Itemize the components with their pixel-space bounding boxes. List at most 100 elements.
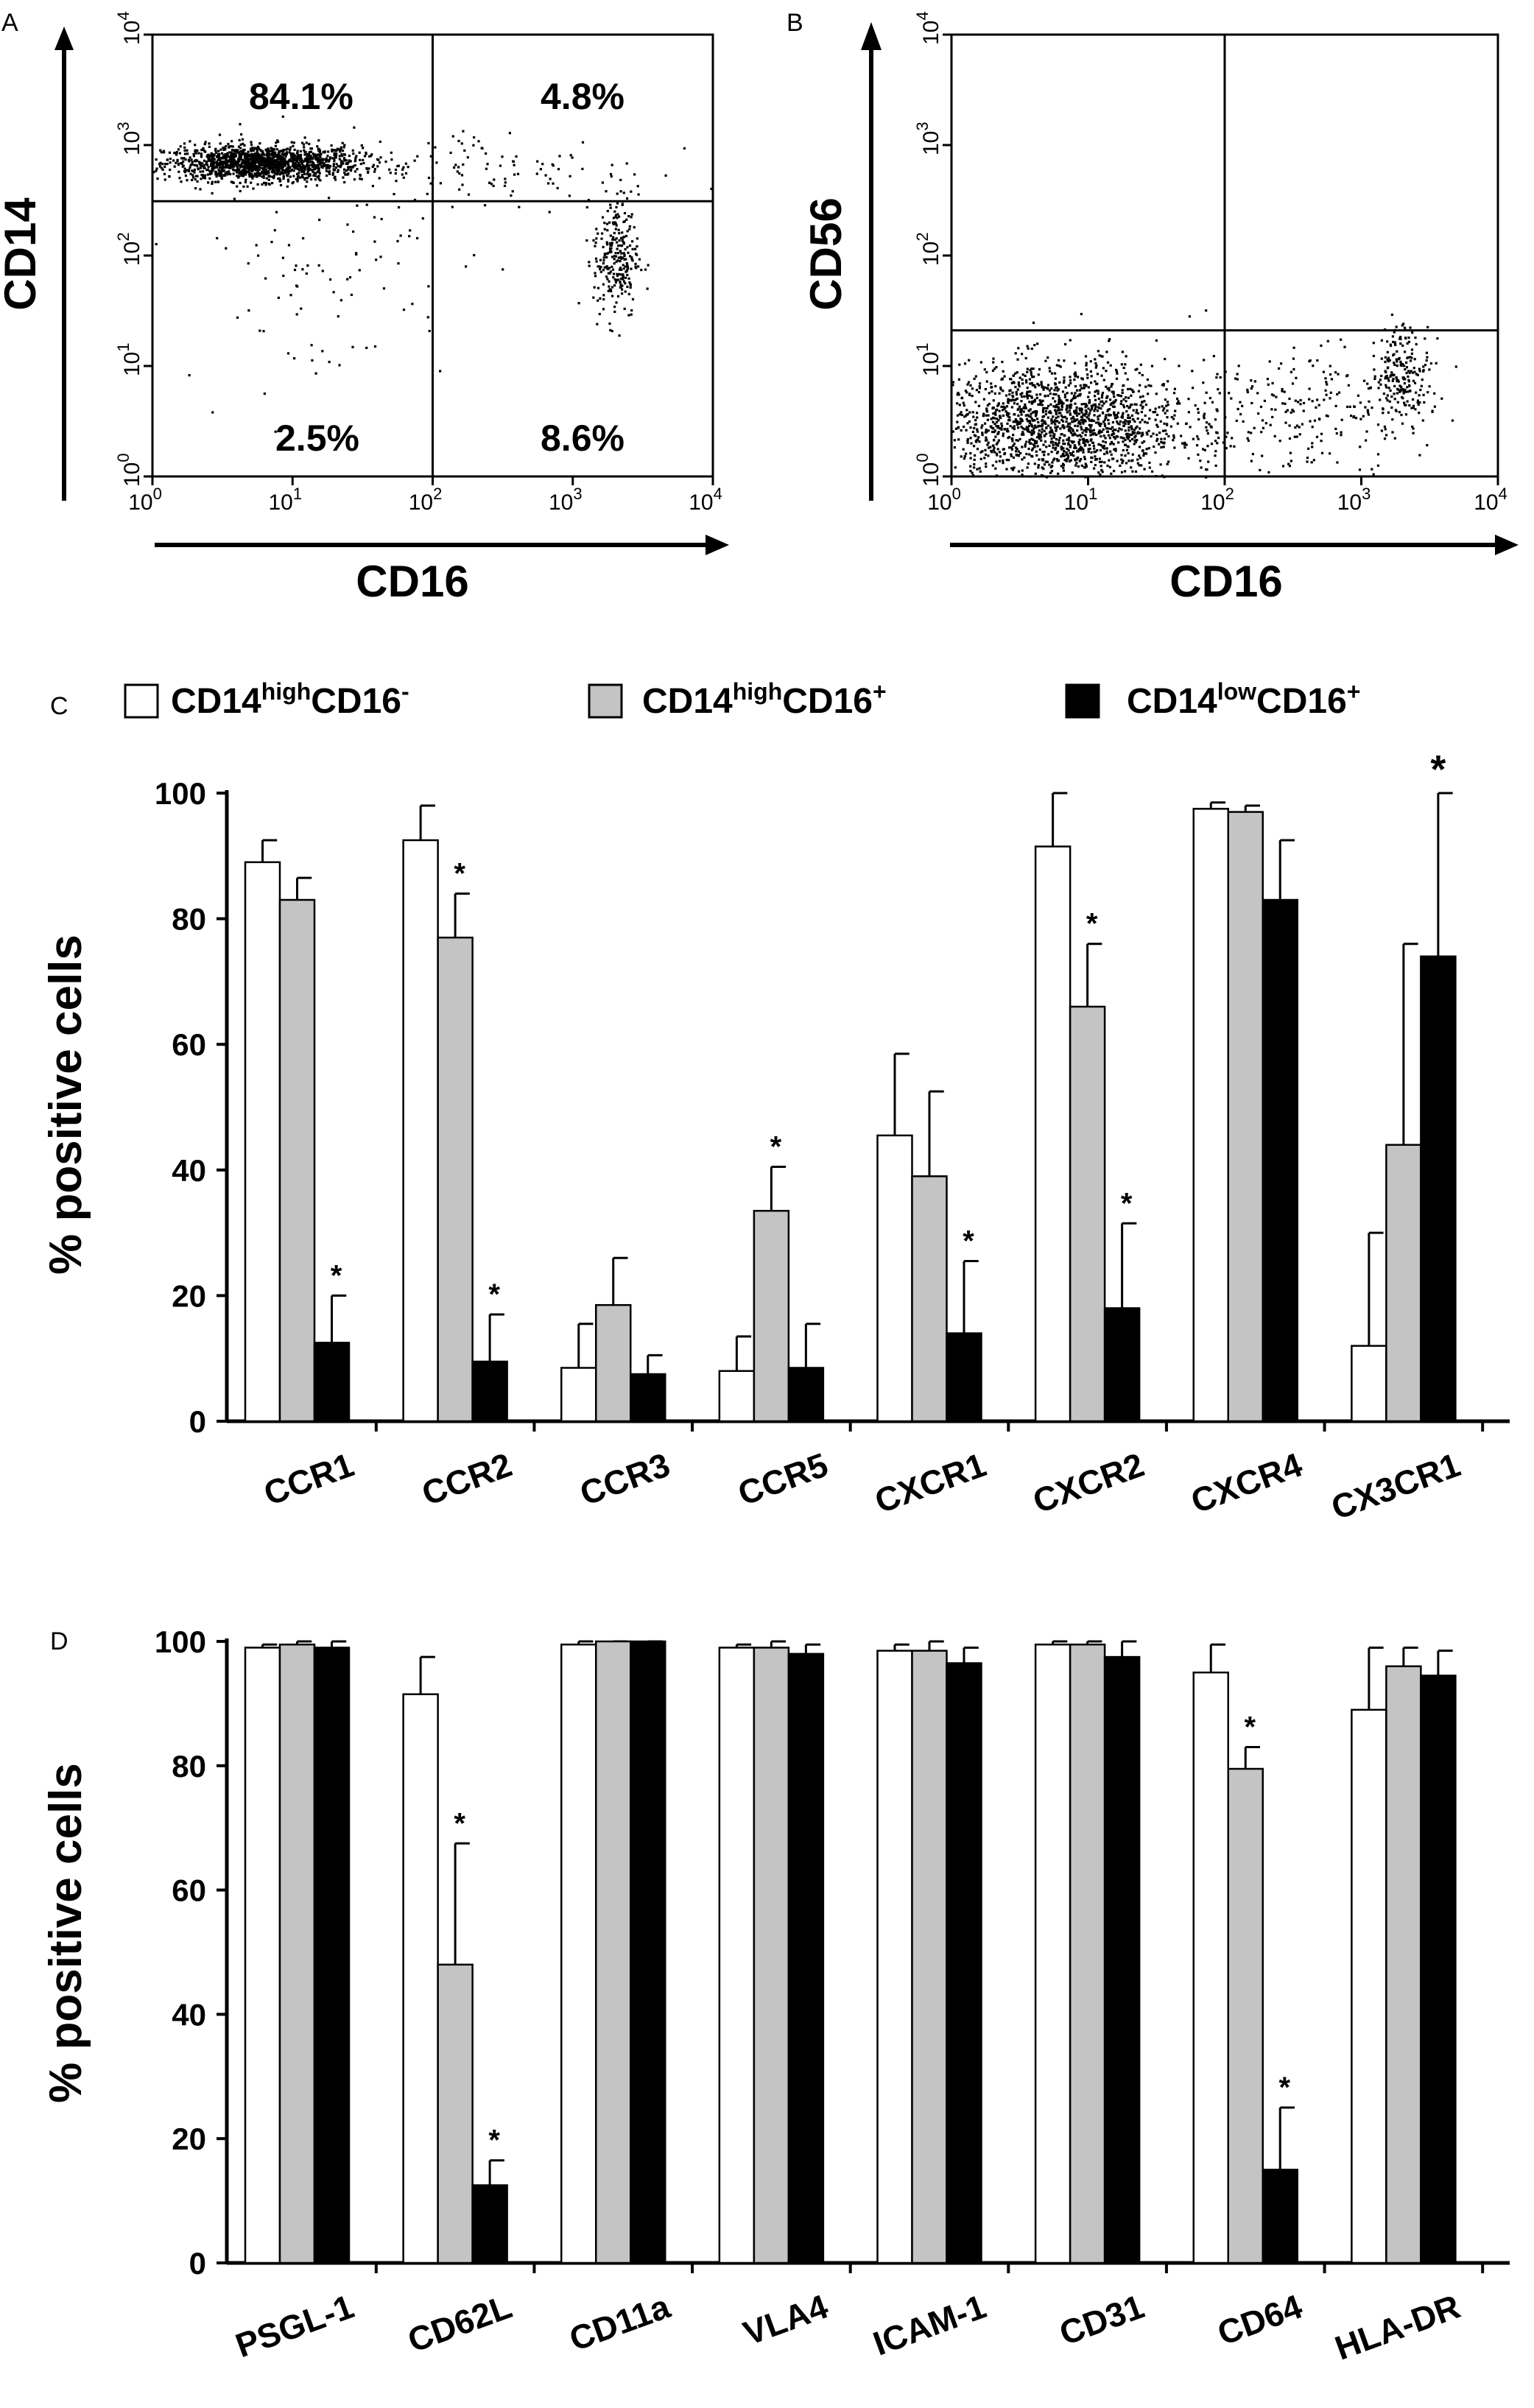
panel-b-dot: [1082, 413, 1085, 417]
panel-b-dot: [1055, 451, 1059, 454]
panel-b-dot: [1412, 367, 1415, 370]
panel-b-dot: [1083, 387, 1086, 390]
panel-b-dot: [1226, 432, 1229, 434]
panel-b-dot: [1080, 411, 1083, 414]
panel-b-dot: [1083, 444, 1086, 447]
panel-a-dot: [373, 240, 376, 243]
panel-b-dot: [1393, 398, 1396, 401]
panel-b-dot: [1028, 394, 1031, 397]
panel-d-bar: [1069, 1643, 1106, 2264]
panel-a-dot: [619, 268, 623, 271]
panel-a-dot: [621, 203, 624, 205]
panel-a-dot: [298, 157, 301, 160]
panel-b-dot: [1021, 473, 1024, 476]
panel-b-dot: [1005, 394, 1008, 397]
panel-b-dot: [1100, 422, 1102, 426]
panel-a-dot: [398, 206, 401, 209]
panel-b-dot: [1155, 439, 1158, 443]
panel-b-dot: [1108, 389, 1111, 392]
panel-b-dot: [1132, 390, 1135, 393]
panel-b-dot: [1141, 449, 1144, 452]
panel-b-dot: [1041, 404, 1044, 406]
panel-b-dot: [1009, 425, 1012, 428]
panel-b-dot: [1211, 401, 1214, 404]
panel-b-dot: [1096, 382, 1099, 385]
panel-b-dot: [1382, 407, 1385, 410]
panel-d-bar: [1385, 1665, 1422, 2264]
panel-b-dot: [1082, 448, 1085, 451]
panel-a-dot: [210, 161, 213, 163]
panel-b-dot: [1386, 340, 1389, 343]
panel-a-dot: [233, 162, 236, 165]
panel-a-dot: [285, 148, 288, 151]
panel-a-dot: [239, 189, 242, 193]
panel-a-dot: [343, 171, 346, 175]
panel-b-dot: [1288, 437, 1292, 440]
panel-a-dot: [197, 168, 200, 171]
panel-b-dot: [1069, 379, 1072, 382]
panel-a-dot: [594, 242, 597, 244]
panel-b-dot: [1413, 381, 1417, 384]
panel-a-dot: [285, 151, 288, 154]
panel-a-dot: [242, 165, 244, 168]
panel-a-dot: [306, 162, 309, 165]
panel-a-dot: [275, 173, 278, 176]
panel-a-dot: [269, 156, 272, 159]
panel-a-dot: [353, 178, 356, 181]
panel-a-dot: [622, 273, 624, 276]
panel-a-dot: [274, 430, 277, 433]
panel-b-dot: [1385, 434, 1388, 437]
panel-a-dot: [558, 155, 561, 158]
panel-b-dot: [1250, 401, 1253, 404]
panel-a-dot: [453, 166, 456, 169]
panel-b-dot: [1077, 376, 1080, 379]
panel-a-dot: [626, 246, 629, 249]
panel-b-dot: [1075, 412, 1078, 415]
panel-a-dot: [253, 160, 256, 163]
panel-b-dot: [1074, 402, 1077, 405]
panel-b-dot: [1393, 331, 1396, 334]
panel-a-dot: [352, 152, 355, 155]
panel-d-bar: [402, 1693, 439, 2264]
panel-b-dot: [1130, 425, 1133, 428]
panel-b-dot: [1118, 423, 1121, 426]
panel-b-dot: [1055, 405, 1058, 408]
panel-b-dot: [966, 412, 969, 416]
panel-b-dot: [1052, 392, 1055, 395]
panel-a-dot: [289, 175, 292, 178]
panel-b-dot: [1139, 420, 1141, 424]
panel-a-dot: [602, 262, 605, 265]
panel-a-dot: [314, 153, 317, 156]
panel-a-dot: [250, 161, 253, 163]
panel-b-dot: [964, 390, 967, 392]
panel-b-dot: [1024, 406, 1027, 409]
panel-b-dot: [1021, 469, 1024, 472]
panel-b-dot: [1030, 395, 1033, 398]
panel-b-dot: [1390, 344, 1393, 348]
panel-a-dot: [276, 153, 279, 156]
panel-b-dot: [1114, 416, 1117, 419]
panel-b-dot: [1050, 470, 1054, 473]
panel-b-dot: [1404, 413, 1407, 416]
panel-b-dot: [969, 437, 972, 440]
panel-b-dot: [1043, 454, 1046, 457]
panel-a-dot: [320, 162, 323, 165]
panel-b-dot: [1014, 372, 1017, 375]
panel-b-dot: [1087, 386, 1090, 389]
panel-b-dot: [1020, 400, 1023, 403]
panel-b-dot: [958, 363, 961, 366]
panel-b-dot: [1060, 465, 1063, 468]
panel-b-dot: [1256, 392, 1259, 395]
panel-b-dot: [1155, 339, 1158, 342]
panel-b-dot: [1098, 354, 1101, 357]
panel-a-dot: [278, 179, 281, 182]
panel-b-dot: [1373, 368, 1376, 371]
panel-b-dot: [1001, 360, 1004, 364]
panel-b-dot: [995, 443, 998, 446]
panel-b-dot: [1144, 404, 1147, 406]
panel-b-dot: [1030, 371, 1032, 374]
panel-b-dot: [1100, 374, 1103, 377]
panel-b-dot: [1016, 397, 1018, 400]
panel-b-dot: [1030, 437, 1033, 440]
panel-a-dot: [395, 180, 398, 183]
